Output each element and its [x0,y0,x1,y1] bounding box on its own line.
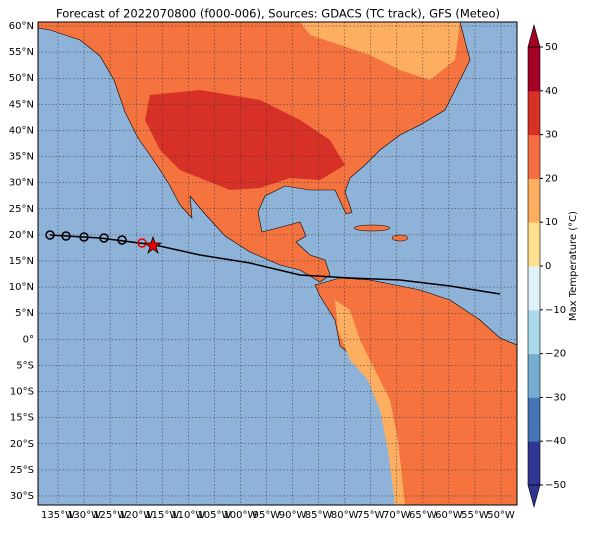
lon-label: 65°W [409,510,437,521]
colorbar-extend-bottom [527,484,541,509]
lat-label: 0° [23,334,34,345]
lon-label: 125°W [93,510,127,521]
colorbar-bin [528,222,540,267]
lon-label: 115°W [145,510,179,521]
colorbar-tick-label: −20 [545,349,566,360]
andes [335,300,405,505]
lat-label: 20°S [10,439,34,450]
lat-label: 5°S [16,360,34,371]
lat-label: 40°N [9,125,34,136]
lon-label: 95°W [253,510,281,521]
lon-label: 105°W [197,510,231,521]
lat-label: 15°S [10,413,34,424]
colorbar-bin [528,353,540,398]
colorbar-tick-label: −30 [545,392,566,403]
colorbar-tick-label: 40 [545,86,558,97]
title: Forecast of 2022070800 (f000-006), Sourc… [56,7,500,21]
lat-label: 50°N [9,73,34,84]
colorbar-tick-label: −50 [545,480,566,491]
lon-label: 50°W [487,510,515,521]
lat-label: 60°N [9,21,34,32]
lon-label: 110°W [171,510,205,521]
colorbar-bin [528,441,540,486]
colorbar-tick-label: −40 [545,436,566,447]
canada-north [300,22,460,80]
map-frame [37,21,518,506]
lon-label: 55°W [461,510,489,521]
map [37,21,518,506]
colorbar-tick-label: 0 [545,261,551,272]
colorbar-tick-label: 50 [545,42,558,53]
colorbar-bin [528,90,540,136]
lat-label: 15°N [9,256,34,267]
colorbar-tick-label: −10 [545,305,566,316]
lat-label: 30°S [10,491,34,502]
colorbar-bin [528,134,540,179]
cuba [353,224,391,232]
colorbar [527,23,543,509]
colorbar-bin [528,266,540,311]
storm-symbols [45,230,147,248]
lon-label: 85°W [305,510,333,521]
lon-label: 100°W [223,510,257,521]
colorbar-bin [528,178,540,223]
lon-label: 90°W [279,510,307,521]
colorbar-extend-top [527,23,541,48]
lat-label: 25°N [9,204,34,215]
lon-label: 75°W [357,510,385,521]
lon-label: 70°W [383,510,411,521]
lat-label: 20°N [9,230,34,241]
colorbar-tick-label: 10 [545,217,558,228]
lon-label: 135°W [41,510,75,521]
lon-label: 60°W [435,510,463,521]
lon-label: 130°W [67,510,101,521]
colorbar-bin [528,397,540,442]
colorbar-tick-label: 20 [545,173,558,184]
lat-label: 45°N [9,99,34,110]
lat-label: 35°N [9,152,34,163]
lat-label: 10°S [10,387,34,398]
colorbar-label: Max Temperature (°C) [568,211,579,321]
tc-track [49,234,501,295]
colorbar-bin [528,309,540,355]
grid [38,22,517,505]
colorbar-bin [528,47,540,92]
us-interior [145,90,345,190]
lat-label: 10°N [9,282,34,293]
current-position [143,235,163,255]
lat-label: 30°N [9,178,34,189]
colorbar-tick-label: 30 [545,130,558,141]
lat-label: 25°S [10,465,34,476]
hispaniola [391,234,409,242]
lat-label: 5°N [15,308,34,319]
lon-label: 80°W [331,510,359,521]
lon-label: 120°W [119,510,153,521]
lat-label: 55°N [9,47,34,58]
